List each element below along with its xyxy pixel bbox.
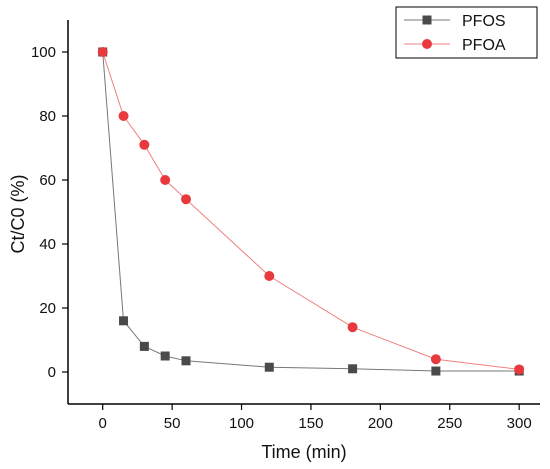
y-tick-label: 40: [39, 236, 56, 253]
y-axis-title: Ct/C0 (%): [8, 174, 28, 253]
x-tick-label: 100: [229, 415, 254, 432]
data-point-pfoa: [430, 354, 441, 365]
x-tick-label: 0: [99, 415, 107, 432]
x-tick-label: 200: [368, 415, 393, 432]
data-point-pfos: [160, 351, 170, 361]
legend: PFOS PFOA: [395, 6, 538, 59]
data-point-pfos: [431, 366, 441, 376]
data-point-pfoa: [181, 194, 191, 205]
axes: [67, 20, 540, 405]
data-point-pfos: [119, 316, 129, 326]
series-pfoa: [97, 47, 525, 375]
series-line-pfos: [102, 51, 520, 372]
legend-entry-pfoa: PFOA: [404, 37, 506, 54]
legend-box: [395, 6, 538, 59]
series-layer: [97, 47, 525, 376]
data-point-pfoa: [118, 111, 129, 121]
x-tick-label: 300: [507, 415, 532, 432]
x-tick-label: 150: [298, 415, 323, 432]
data-point-pfoa: [264, 271, 275, 281]
data-point-pfoa: [514, 364, 525, 375]
y-tick-label: 20: [39, 300, 56, 317]
y-tick-label: 0: [48, 364, 56, 381]
legend-entry-pfos: PFOS: [404, 13, 506, 30]
ticks: 0 50 100 150 200 250 300 0 20 40 60 80 100: [31, 44, 532, 432]
data-point-pfos: [264, 362, 274, 372]
x-tick-label: 250: [437, 415, 462, 432]
series-pfos: [98, 47, 524, 376]
y-tick-label: 100: [31, 44, 56, 61]
data-point-pfoa: [347, 322, 358, 333]
legend-label-pfoa: PFOA: [462, 37, 506, 54]
series-line-pfoa: [102, 51, 520, 370]
y-tick-label: 80: [39, 108, 56, 125]
x-tick-label: 50: [164, 415, 181, 432]
legend-marker-pfoa: [422, 39, 432, 49]
y-tick-label: 60: [39, 172, 56, 189]
x-axis-title: Time (min): [261, 442, 346, 462]
data-point-pfoa: [160, 175, 171, 185]
data-point-pfos: [181, 356, 191, 366]
legend-marker-pfos: [422, 15, 432, 25]
data-point-pfoa: [139, 139, 150, 150]
data-point-pfos: [139, 341, 149, 351]
data-point-pfoa: [97, 47, 108, 57]
data-point-pfos: [348, 364, 358, 374]
legend-label-pfos: PFOS: [462, 13, 506, 30]
